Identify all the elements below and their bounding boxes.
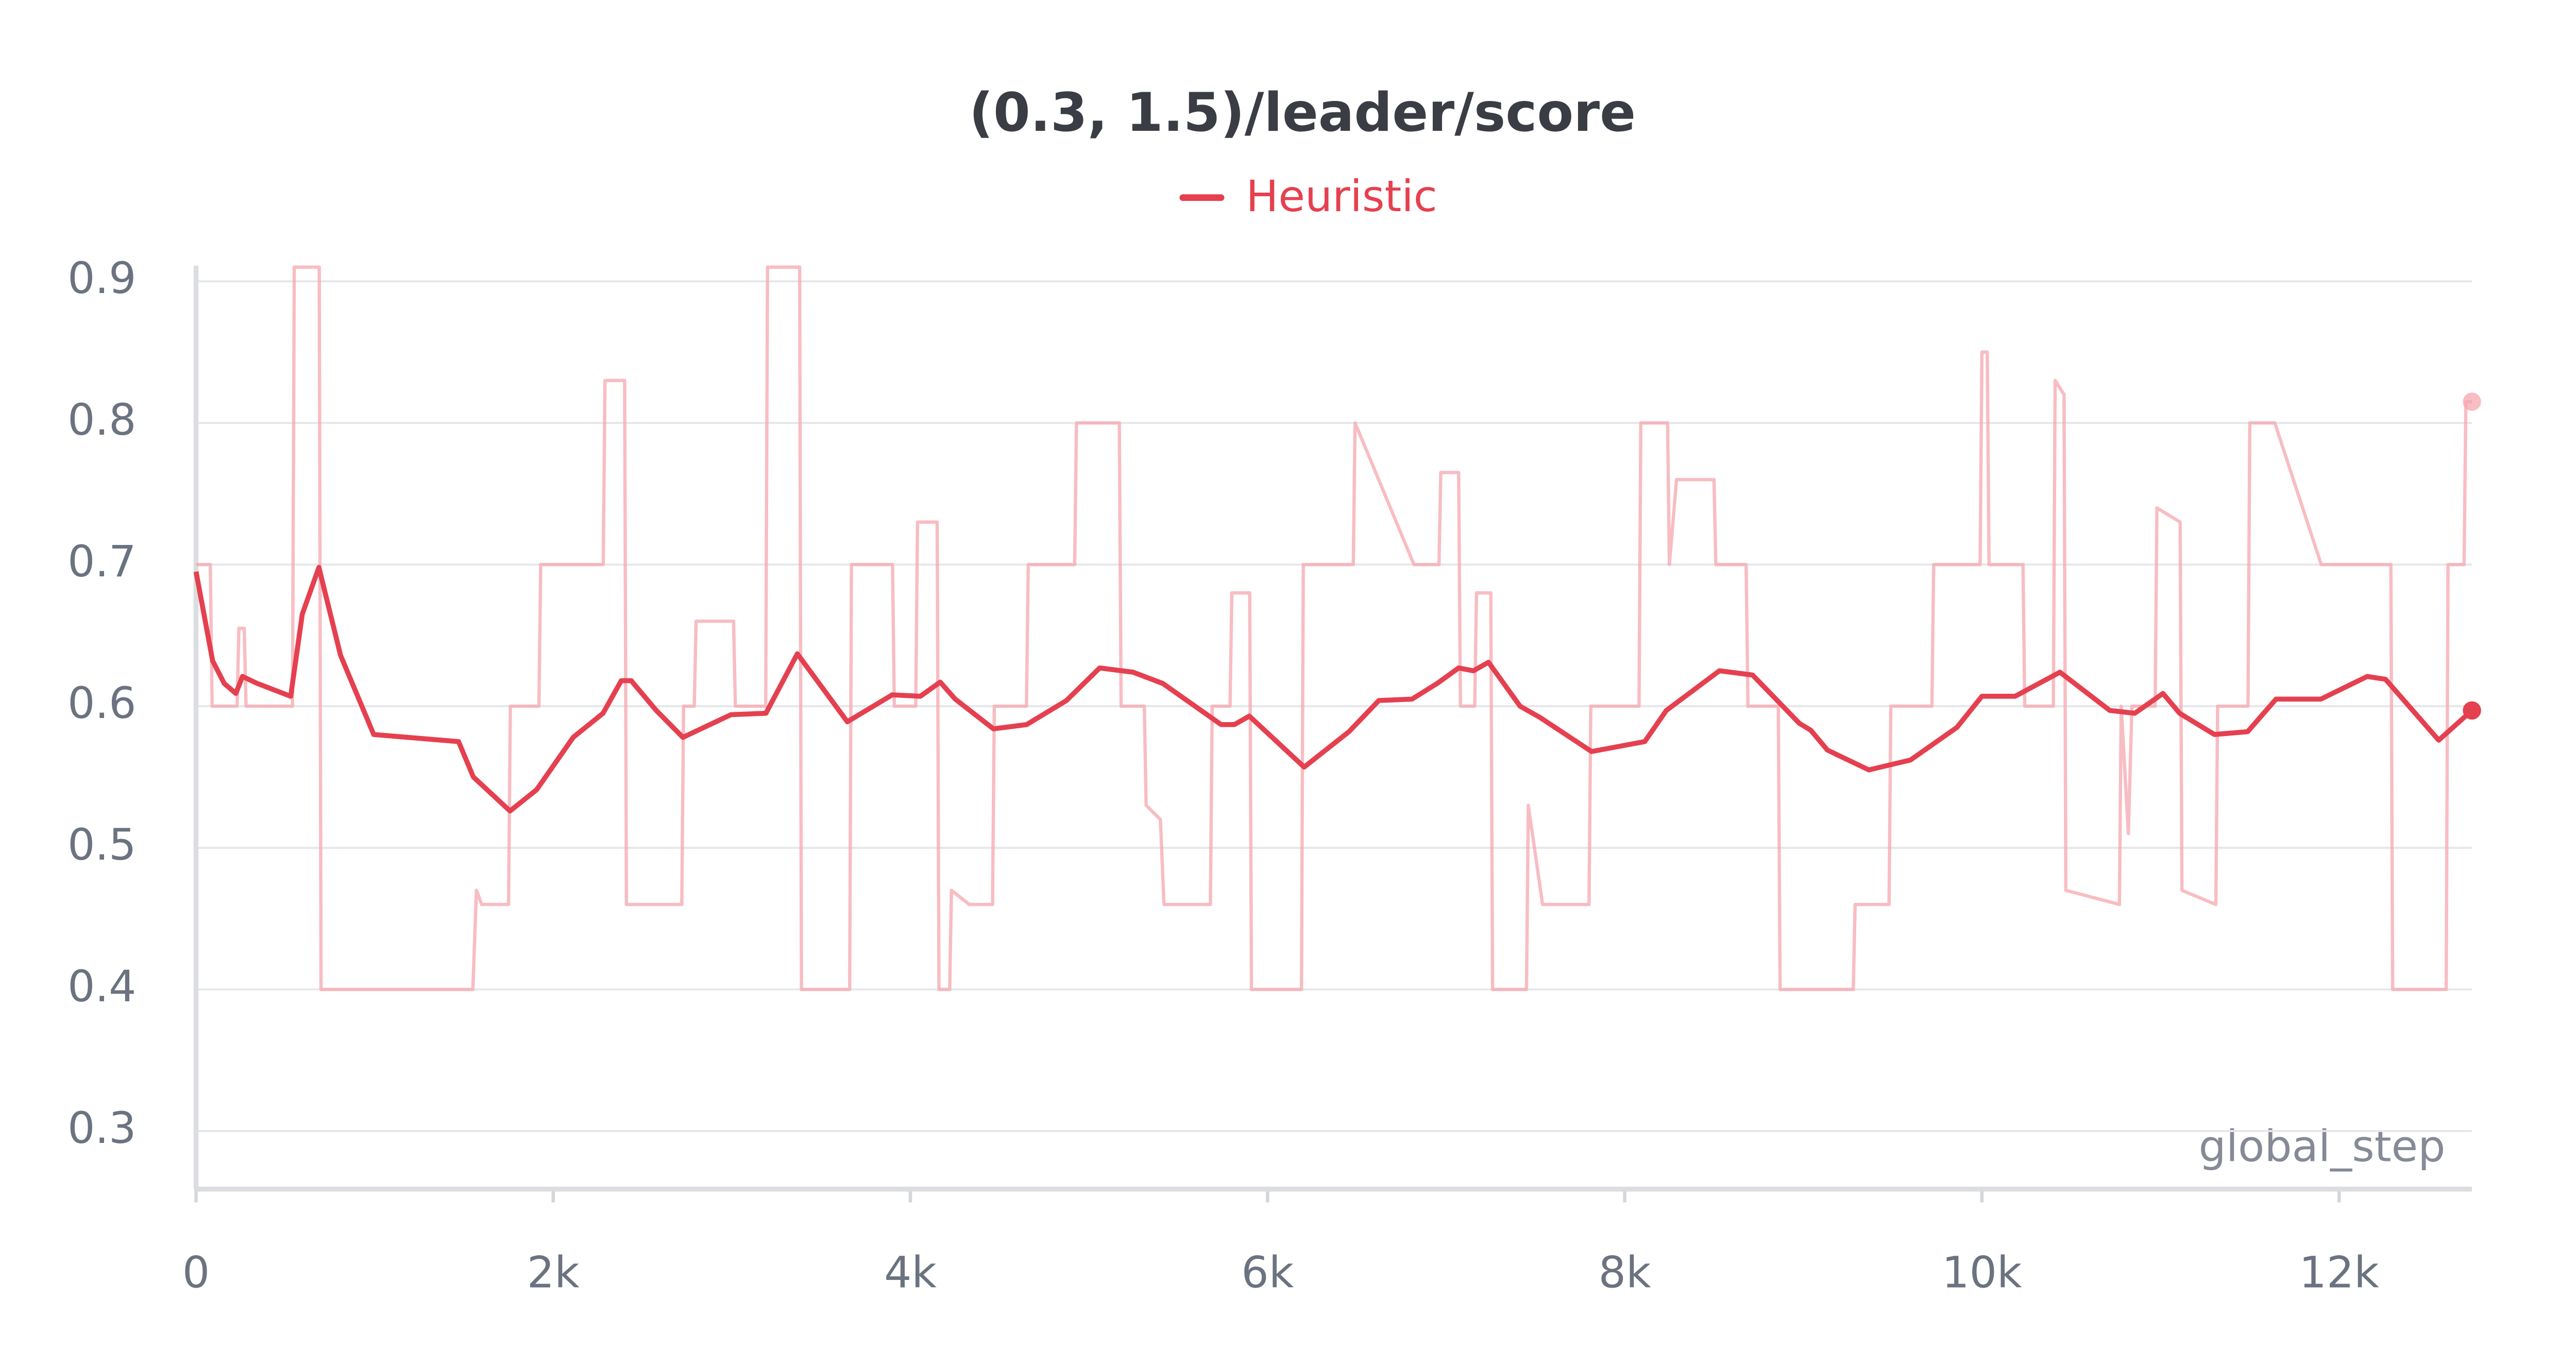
chart-title: (0.3, 1.5)/leader/score <box>969 82 1636 144</box>
x-tick-label: 2k <box>527 1247 580 1297</box>
legend-item: Heuristic <box>1179 171 1437 221</box>
x-tick-label: 4k <box>884 1247 937 1297</box>
x-tick-label: 0 <box>182 1247 210 1297</box>
raw-line <box>196 265 2472 991</box>
y-tick-label: 0.4 <box>67 961 136 1012</box>
raw-line-end <box>2463 392 2481 411</box>
y-tick-label: 0.8 <box>67 395 136 445</box>
y-tick-label: 0.9 <box>67 253 136 303</box>
y-tick-label: 0.6 <box>67 678 136 728</box>
series-line-end <box>2463 701 2481 720</box>
x-axis-label: global_step <box>2199 1121 2446 1171</box>
x-tick-label: 12k <box>2299 1247 2380 1297</box>
x-tick-label: 10k <box>1942 1247 2022 1297</box>
x-tick-label: 8k <box>1599 1247 1651 1297</box>
series-line <box>193 565 2474 814</box>
x-tick-label: 6k <box>1241 1247 1294 1297</box>
y-tick-label: 0.7 <box>67 536 136 587</box>
y-tick-label: 0.3 <box>67 1103 136 1153</box>
y-tick-label: 0.5 <box>67 819 136 870</box>
legend-label: Heuristic <box>1246 171 1437 221</box>
